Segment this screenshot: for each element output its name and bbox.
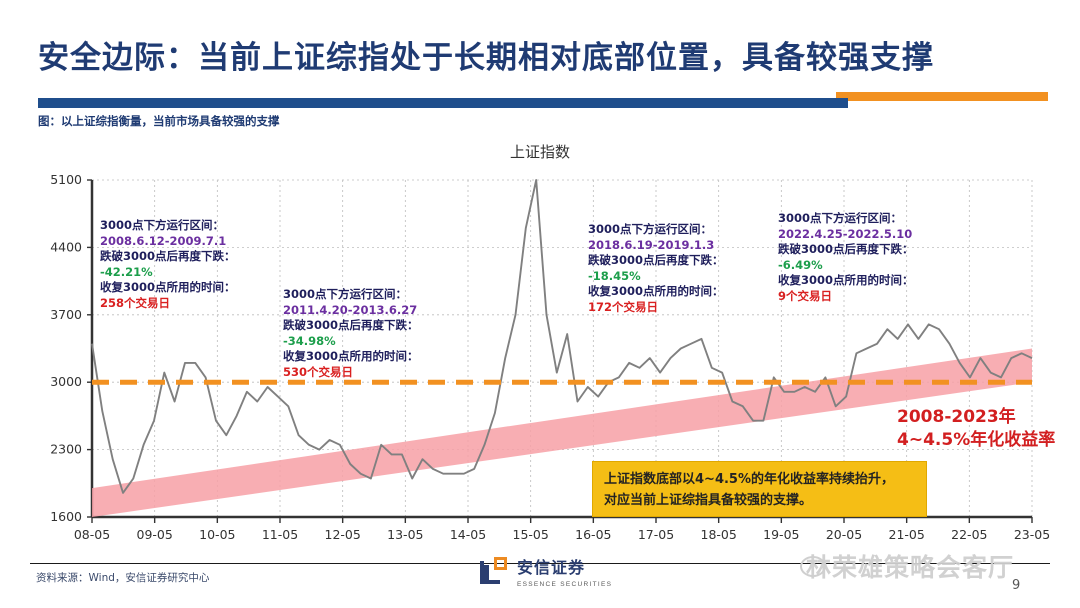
annotation-drop-label: 跌破3000点后再度下跌： [588,253,724,267]
annotation-block-2018: 3000点下方运行区间： 2018.6.19-2019.1.3 跌破3000点后… [588,222,724,315]
svg-text:15-05: 15-05 [513,527,549,542]
annotation-recover-value: 9个交易日 [778,288,833,303]
watermark-text: 林荣雄策略会客厅 [806,553,1015,582]
logo-name-cn: 安信证券 [517,558,586,577]
svg-text:14-05: 14-05 [450,527,486,542]
svg-text:23-05: 23-05 [1014,527,1050,542]
annotation-drop-value: -6.49% [778,257,823,272]
cagr-callout: 2008-2023年 4~4.5%年化收益率 [897,406,1055,452]
annotation-date-range: 2008.6.12-2009.7.1 [100,233,227,248]
cagr-line-2: 4~4.5%年化收益率 [897,430,1056,450]
header-rule-blue [38,98,848,108]
support-callout-box: 上证指数底部以4~4.5%的年化收益率持续抬升， 对应当前上证综指具备较强的支撑… [592,461,927,517]
annotation-drop-label: 跌破3000点后再度下跌： [283,318,419,332]
svg-text:20-05: 20-05 [826,527,862,542]
annotation-recover-label: 收复3000点所用的时间： [283,349,419,363]
annotation-recover-label: 收复3000点所用的时间： [778,273,914,287]
chart-plot-area: 1600 2300 3000 3700 4400 5100 08-05 09-05 10-05 1… [30,172,1050,542]
annotation-recover-value: 258个交易日 [100,295,171,310]
svg-text:11-05: 11-05 [262,527,298,542]
svg-text:2300: 2300 [50,442,82,457]
annotation-head: 3000点下方运行区间： [588,222,713,236]
svg-text:18-05: 18-05 [701,527,737,542]
header-rule-orange [836,92,1048,101]
svg-text:19-05: 19-05 [763,527,799,542]
annotation-recover-label: 收复3000点所用的时间： [588,284,724,298]
page-title: 安全边际：当前上证综指处于长期相对底部位置，具备较强支撑 [38,40,934,76]
chart-title: 上证指数 [509,143,570,161]
index-line-chart: 1600 2300 3000 3700 4400 5100 08-05 09-05 10-05 1… [50,172,1050,542]
svg-text:4400: 4400 [50,239,82,254]
annotation-head: 3000点下方运行区间： [100,218,225,232]
svg-text:5100: 5100 [50,172,82,187]
support-callout-line-1: 上证指数底部以4~4.5%的年化收益率持续抬升， [604,472,894,487]
annotation-recover-label: 收复3000点所用的时间： [100,280,236,294]
svg-text:21-05: 21-05 [889,527,925,542]
annotation-date-range: 2018.6.19-2019.1.3 [588,237,715,252]
annotation-block-2008: 3000点下方运行区间： 2008.6.12-2009.7.1 跌破3000点后… [100,218,236,311]
annotation-drop-label: 跌破3000点后再度下跌： [100,249,236,263]
annotation-recover-value: 172个交易日 [588,299,659,314]
figure-caption: 图：以上证综指衡量，当前市场具备较强的支撑 [38,114,280,128]
annotation-block-2022: 3000点下方运行区间： 2022.4.25-2022.5.10 跌破3000点… [778,211,914,304]
svg-text:22-05: 22-05 [951,527,987,542]
cagr-line-1: 2008-2023年 [897,407,1016,427]
annotation-head: 3000点下方运行区间： [778,211,903,225]
svg-text:12-05: 12-05 [325,527,361,542]
svg-text:08-05: 08-05 [74,527,110,542]
wechat-bubble-icon [800,556,826,577]
annotation-head: 3000点下方运行区间： [283,287,408,301]
page-number: 9 [1012,578,1021,593]
annotation-drop-value: -34.98% [283,333,336,348]
svg-text:10-05: 10-05 [199,527,235,542]
svg-text:3700: 3700 [50,307,82,322]
annotation-date-range: 2022.4.25-2022.5.10 [778,226,913,241]
source-note: 资料来源：Wind，安信证券研究中心 [36,572,210,584]
footer-divider [30,563,1050,564]
svg-text:16-05: 16-05 [575,527,611,542]
company-logo: 安信证券 ESSENCE SECURITIES [480,554,612,588]
svg-text:3000: 3000 [50,374,82,389]
annotation-block-2011: 3000点下方运行区间： 2011.4.20-2013.6.27 跌破3000点… [283,287,419,380]
svg-text:13-05: 13-05 [387,527,423,542]
annotation-recover-value: 530个交易日 [283,364,354,379]
annotation-drop-value: -42.21% [100,264,153,279]
logo-name-en: ESSENCE SECURITIES [517,581,613,588]
annotation-drop-value: -18.45% [588,268,641,283]
svg-text:1600: 1600 [50,509,82,524]
svg-text:17-05: 17-05 [638,527,674,542]
annotation-drop-label: 跌破3000点后再度下跌： [778,242,914,256]
annotation-date-range: 2011.4.20-2013.6.27 [283,302,418,317]
support-callout-line-2: 对应当前上证综指具备较强的支撑。 [604,493,813,508]
essence-logo-icon [480,557,510,585]
svg-text:09-05: 09-05 [137,527,173,542]
